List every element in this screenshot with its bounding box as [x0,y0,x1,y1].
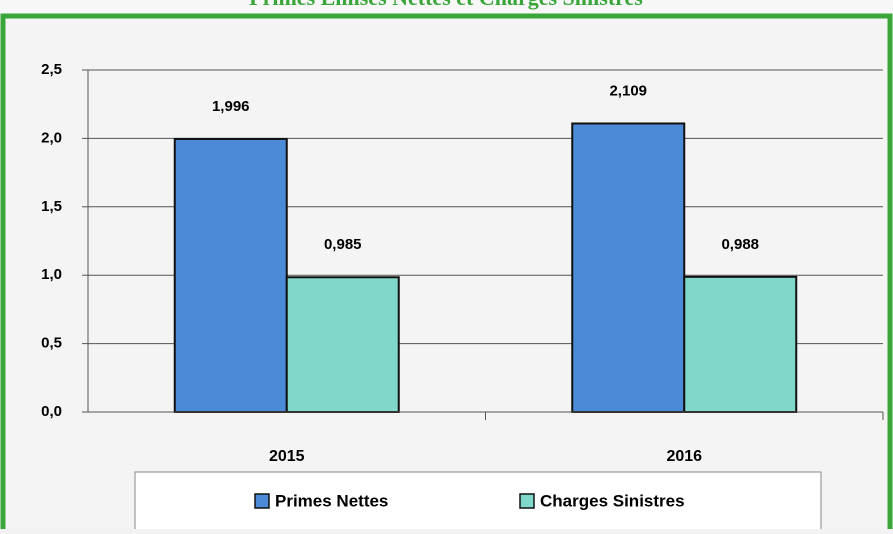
y-tick-label: 2,5 [41,61,62,78]
legend-swatch [254,493,270,509]
frame [0,13,893,534]
y-tick-label: 2,0 [41,129,62,146]
bar [173,137,288,413]
legend-swatch [519,493,535,509]
data-label: 1,996 [212,98,250,115]
x-tick-label: 2016 [666,448,702,465]
data-label: 2,109 [609,82,647,99]
y-tick-label: 0,0 [41,403,62,420]
y-tick-label: 0,5 [41,335,62,352]
chart-title: Primes Emises Nettes et Charges Sinistre… [249,0,643,10]
y-tick-label: 1,5 [41,198,62,215]
y-tick-label: 1,0 [41,266,62,283]
data-label: 0,985 [324,236,362,253]
bar [571,122,686,413]
data-label: 0,988 [721,236,759,253]
bar [683,275,798,414]
bar [285,276,400,414]
legend-label: Charges Sinistres [540,491,685,510]
x-tick-label: 2015 [269,448,305,465]
legend [134,471,822,534]
legend-label: Primes Nettes [275,491,388,510]
